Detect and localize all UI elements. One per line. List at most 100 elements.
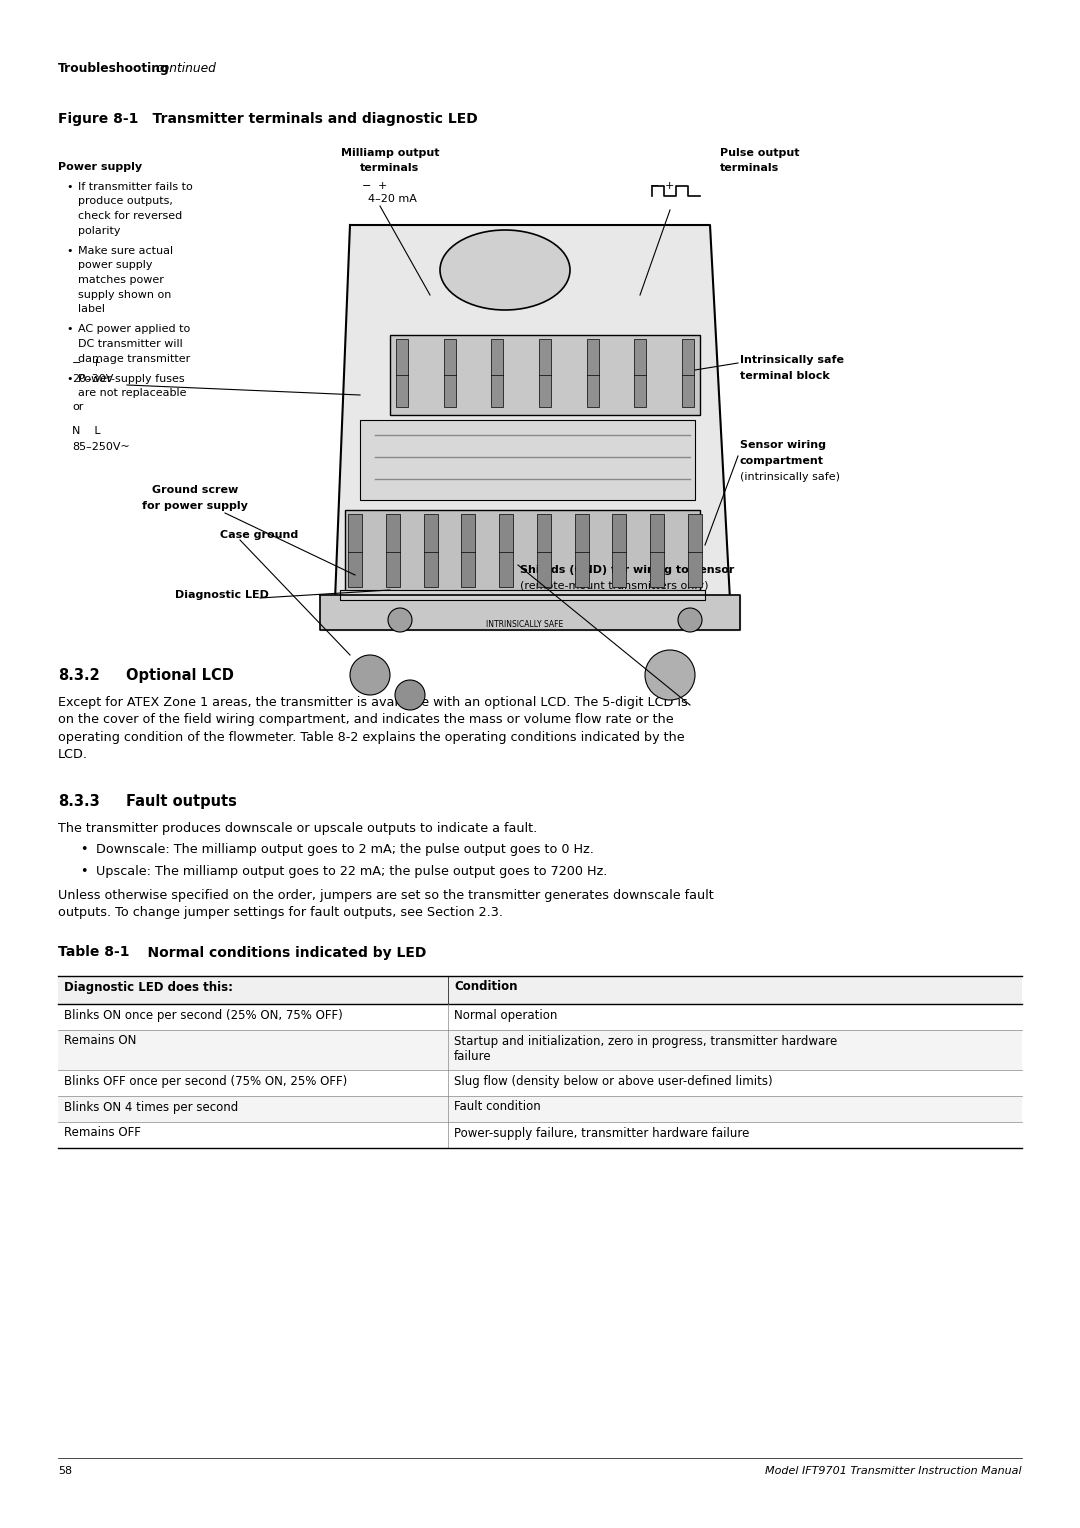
Text: Normal conditions indicated by LED: Normal conditions indicated by LED bbox=[129, 946, 427, 960]
Bar bbox=[58, 1030, 1022, 1070]
Text: Intrinsically safe: Intrinsically safe bbox=[740, 354, 843, 365]
Text: N    L: N L bbox=[72, 426, 100, 435]
Bar bbox=[575, 513, 589, 587]
Text: supply shown on: supply shown on bbox=[78, 289, 172, 299]
Text: +: + bbox=[378, 180, 388, 191]
Text: compartment: compartment bbox=[740, 455, 824, 466]
Text: or: or bbox=[72, 402, 83, 413]
Bar bbox=[390, 335, 700, 416]
Text: polarity: polarity bbox=[78, 226, 121, 235]
Text: terminal block: terminal block bbox=[740, 371, 829, 380]
Text: Normal operation: Normal operation bbox=[454, 1008, 557, 1022]
Text: •: • bbox=[66, 182, 72, 193]
Text: +: + bbox=[665, 180, 674, 191]
Bar bbox=[58, 1096, 1022, 1122]
Text: (remote-mount transmitters only): (remote-mount transmitters only) bbox=[519, 581, 708, 591]
Text: (intrinsically safe): (intrinsically safe) bbox=[740, 472, 840, 481]
Bar bbox=[537, 513, 551, 587]
Text: INTRINSICALLY SAFE: INTRINSICALLY SAFE bbox=[486, 620, 564, 630]
Text: Downscale: The milliamp output goes to 2 mA; the pulse output goes to 0 Hz.: Downscale: The milliamp output goes to 2… bbox=[96, 843, 594, 857]
Bar bbox=[345, 510, 700, 594]
Text: If transmitter fails to: If transmitter fails to bbox=[78, 182, 192, 193]
Bar bbox=[681, 339, 694, 406]
Text: Diagnostic LED does this:: Diagnostic LED does this: bbox=[64, 981, 233, 993]
Text: Case ground: Case ground bbox=[220, 530, 298, 539]
Text: Remains ON: Remains ON bbox=[64, 1034, 136, 1048]
Text: Diagnostic LED: Diagnostic LED bbox=[175, 590, 269, 601]
Text: Startup and initialization, zero in progress, transmitter hardware: Startup and initialization, zero in prog… bbox=[454, 1034, 837, 1048]
Circle shape bbox=[395, 680, 426, 711]
Circle shape bbox=[645, 649, 696, 700]
Circle shape bbox=[678, 608, 702, 633]
Bar bbox=[58, 975, 1022, 1004]
Text: Table 8-1: Table 8-1 bbox=[58, 946, 130, 960]
Text: 20–30V: 20–30V bbox=[72, 374, 113, 384]
Text: outputs. To change jumper settings for fault outputs, see Section 2.3.: outputs. To change jumper settings for f… bbox=[58, 906, 503, 918]
Bar bbox=[499, 513, 513, 587]
Text: Shields (GND) for wiring to sensor: Shields (GND) for wiring to sensor bbox=[519, 565, 734, 575]
Bar bbox=[396, 339, 408, 406]
Text: 8.3.2: 8.3.2 bbox=[58, 668, 99, 683]
Text: −: − bbox=[362, 180, 372, 191]
Text: 4–20 mA: 4–20 mA bbox=[368, 194, 417, 205]
Text: Power-supply failure, transmitter hardware failure: Power-supply failure, transmitter hardwa… bbox=[454, 1126, 750, 1140]
Bar bbox=[444, 339, 456, 406]
Text: 8.3.3: 8.3.3 bbox=[58, 795, 99, 808]
Text: Blinks OFF once per second (75% ON, 25% OFF): Blinks OFF once per second (75% ON, 25% … bbox=[64, 1074, 348, 1088]
Text: AC power applied to: AC power applied to bbox=[78, 324, 190, 335]
Circle shape bbox=[388, 608, 411, 633]
Text: Upscale: The milliamp output goes to 22 mA; the pulse output goes to 7200 Hz.: Upscale: The milliamp output goes to 22 … bbox=[96, 865, 607, 879]
Text: check for reversed: check for reversed bbox=[78, 211, 183, 222]
Text: Fault outputs: Fault outputs bbox=[126, 795, 237, 808]
Bar bbox=[360, 420, 696, 500]
Text: power supply: power supply bbox=[78, 260, 152, 270]
Circle shape bbox=[350, 656, 390, 695]
Text: 85–250V~: 85–250V~ bbox=[72, 442, 130, 452]
Text: failure: failure bbox=[454, 1050, 491, 1062]
Text: −: − bbox=[650, 180, 660, 191]
Text: terminals: terminals bbox=[720, 163, 780, 173]
Bar bbox=[58, 1122, 1022, 1148]
Text: Transmitter terminals and diagnostic LED: Transmitter terminals and diagnostic LED bbox=[133, 112, 477, 125]
Text: Fault condition: Fault condition bbox=[454, 1100, 541, 1114]
Text: Ground screw: Ground screw bbox=[152, 484, 238, 495]
Text: The transmitter produces downscale or upscale outputs to indicate a fault.: The transmitter produces downscale or up… bbox=[58, 822, 537, 834]
Text: Blinks ON once per second (25% ON, 75% OFF): Blinks ON once per second (25% ON, 75% O… bbox=[64, 1008, 342, 1022]
Text: Slug flow (density below or above user-defined limits): Slug flow (density below or above user-d… bbox=[454, 1074, 772, 1088]
Text: Condition: Condition bbox=[454, 981, 517, 993]
Bar bbox=[386, 513, 400, 587]
Bar bbox=[423, 513, 437, 587]
Bar bbox=[348, 513, 362, 587]
Text: Except for ATEX Zone 1 areas, the transmitter is available with an optional LCD.: Except for ATEX Zone 1 areas, the transm… bbox=[58, 695, 688, 709]
Text: 58: 58 bbox=[58, 1465, 72, 1476]
Bar bbox=[650, 513, 664, 587]
Text: are not replaceable: are not replaceable bbox=[78, 388, 187, 399]
Text: matches power: matches power bbox=[78, 275, 164, 286]
Text: •: • bbox=[80, 843, 87, 857]
Polygon shape bbox=[335, 225, 730, 601]
Text: •: • bbox=[66, 324, 72, 335]
Text: produce outputs,: produce outputs, bbox=[78, 197, 173, 206]
Bar bbox=[688, 513, 702, 587]
Text: label: label bbox=[78, 304, 105, 313]
Bar bbox=[340, 590, 705, 601]
Bar bbox=[586, 339, 598, 406]
Text: Milliamp output: Milliamp output bbox=[341, 148, 440, 157]
Text: Power supply: Power supply bbox=[58, 162, 143, 173]
Text: terminals: terminals bbox=[361, 163, 420, 173]
Bar bbox=[634, 339, 646, 406]
Text: Make sure actual: Make sure actual bbox=[78, 246, 173, 257]
Text: •: • bbox=[66, 246, 72, 257]
Text: •: • bbox=[66, 374, 72, 384]
Text: damage transmitter: damage transmitter bbox=[78, 353, 190, 364]
Text: •: • bbox=[80, 865, 87, 879]
Text: Power-supply fuses: Power-supply fuses bbox=[78, 374, 185, 384]
Text: Troubleshooting: Troubleshooting bbox=[58, 63, 170, 75]
Text: DC transmitter will: DC transmitter will bbox=[78, 339, 183, 348]
Text: Figure 8-1: Figure 8-1 bbox=[58, 112, 138, 125]
Text: Blinks ON 4 times per second: Blinks ON 4 times per second bbox=[64, 1100, 239, 1114]
Bar bbox=[461, 513, 475, 587]
Polygon shape bbox=[320, 594, 740, 630]
Text: Model IFT9701 Transmitter Instruction Manual: Model IFT9701 Transmitter Instruction Ma… bbox=[766, 1465, 1022, 1476]
Text: LCD.: LCD. bbox=[58, 749, 87, 761]
